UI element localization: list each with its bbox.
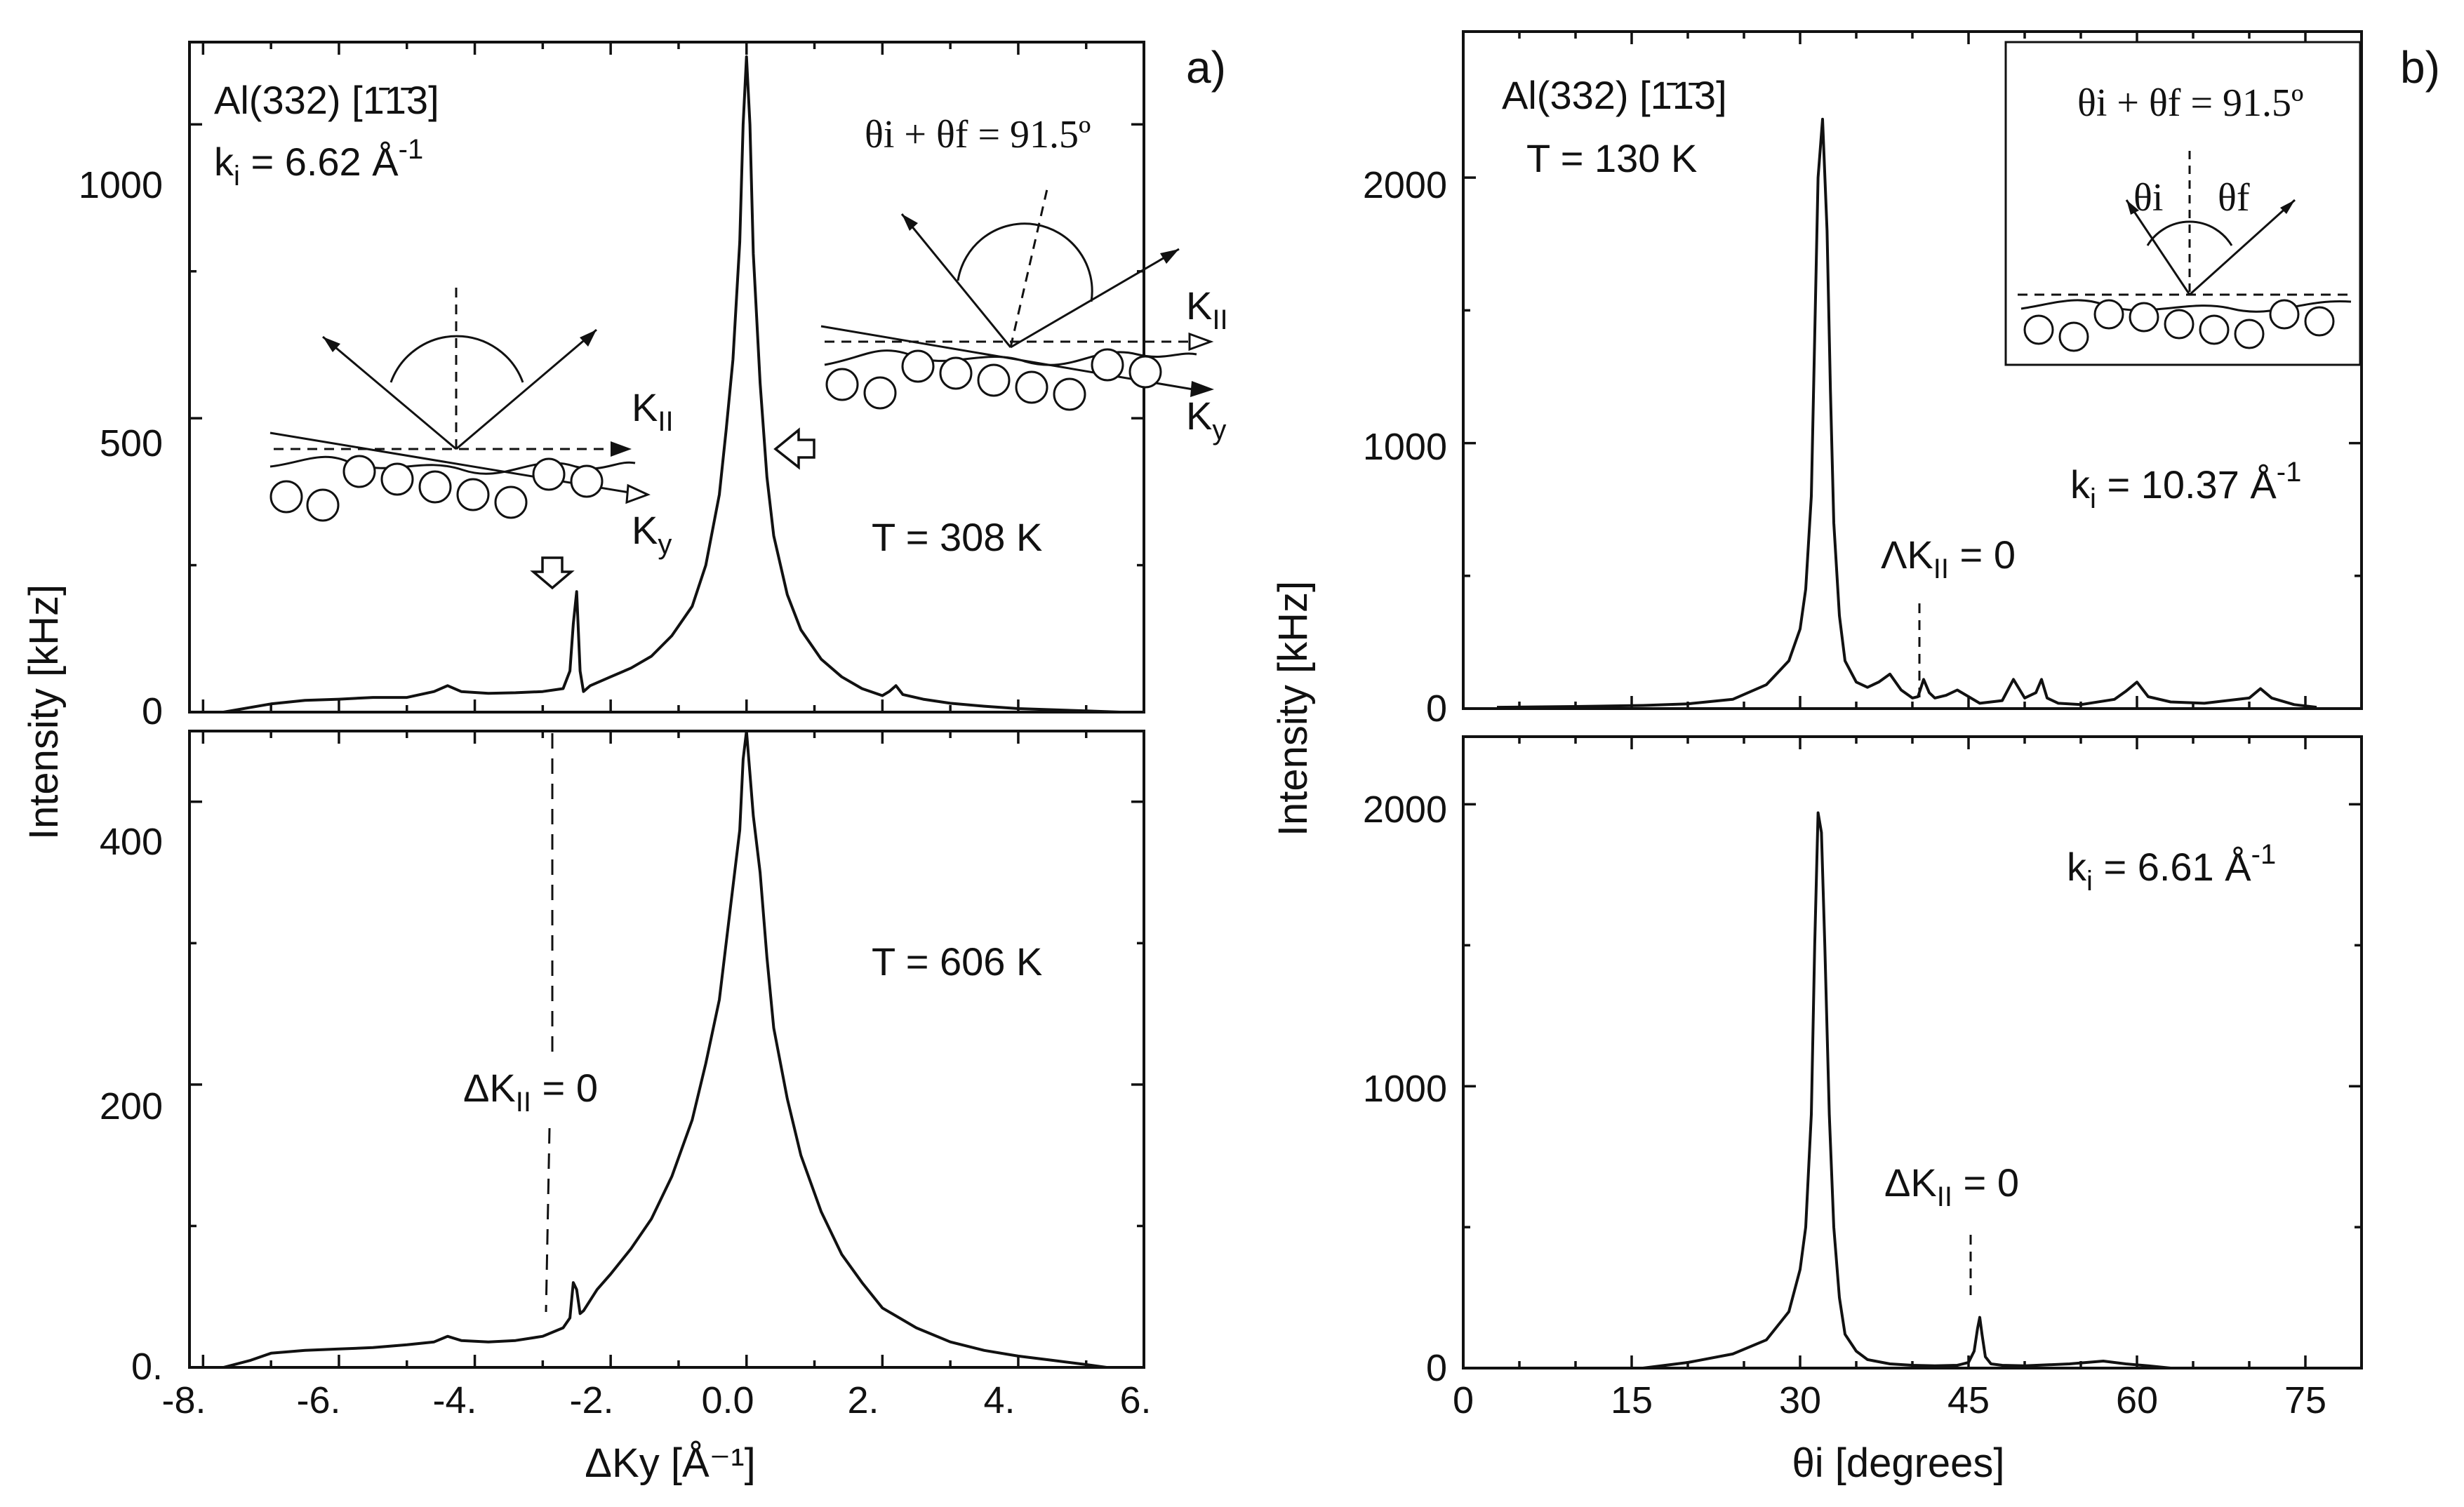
xtick-b-0: 0 bbox=[1453, 1379, 1474, 1421]
delta-k-label-b-top: ΛKII = 0 bbox=[1881, 533, 2016, 584]
theta-f-label: θf bbox=[2218, 176, 2250, 220]
k-parallel-label-right: KII bbox=[1186, 283, 1228, 335]
ki-label-b-bottom: ki = 6.61 Å-1 bbox=[2067, 839, 2276, 897]
theta-i-label: θi bbox=[2133, 176, 2163, 220]
xtick-b-60: 60 bbox=[2116, 1379, 2158, 1421]
series-line-b-bottom bbox=[1642, 811, 2171, 1369]
ylabel-b: Intensity [kHz] bbox=[1270, 581, 1316, 836]
ytick-b-bottom-0: 0 bbox=[1426, 1347, 1447, 1389]
ytick-b-bottom-2000: 2000 bbox=[1363, 789, 1447, 831]
xlabel-a: ΔKy [Å⁻¹] bbox=[585, 1440, 755, 1486]
ytick-b-top-2000: 2000 bbox=[1363, 164, 1447, 206]
sample-label-b: Al(332) [1̄1̄3] bbox=[1502, 73, 1727, 117]
xtick-a-neg4: -4. bbox=[432, 1379, 477, 1421]
xtick-a-6: 6. bbox=[1119, 1379, 1151, 1421]
ytick-b-top-1000: 1000 bbox=[1363, 426, 1447, 468]
delta-k-label-b-bottom: ΔKII = 0 bbox=[1884, 1160, 2019, 1212]
temperature-b-top: T = 130 K bbox=[1526, 136, 1697, 180]
ytick-a-top-1000: 1000 bbox=[79, 164, 163, 206]
specular-dash-line-a-lower bbox=[545, 1127, 551, 1313]
angle-sum-label-a: θi + θf = 91.5º bbox=[865, 113, 1091, 156]
xtick-a-0: 0.0 bbox=[701, 1379, 754, 1421]
panel-b-label: b) bbox=[2400, 42, 2440, 93]
xtick-a-2: 2. bbox=[847, 1379, 879, 1421]
series-line-a-bottom bbox=[222, 730, 1107, 1369]
ytick-b-top-0: 0 bbox=[1426, 688, 1447, 730]
frame-b-bottom bbox=[1462, 735, 2363, 1369]
left-arrow-marker-icon bbox=[773, 427, 815, 470]
ytick-b-bottom-1000: 1000 bbox=[1363, 1068, 1447, 1110]
xtick-b-45: 45 bbox=[1947, 1379, 1990, 1421]
xtick-a-neg2: -2. bbox=[569, 1379, 613, 1421]
k-y-label-right: Ky bbox=[1186, 394, 1226, 446]
xtick-a-neg6: -6. bbox=[296, 1379, 340, 1421]
scattering-diagram-b: θi + θf = 91.5º θi θf bbox=[2004, 41, 2362, 366]
ki-label-b-top: ki = 10.37 Å-1 bbox=[2070, 457, 2301, 514]
ytick-a-top-500: 500 bbox=[100, 422, 163, 464]
panel-a: 0 500 1000 0. 200 400 -8. -6. -4. -2. 0.… bbox=[21, 41, 1228, 1486]
xtick-b-30: 30 bbox=[1779, 1379, 1821, 1421]
xtick-b-75: 75 bbox=[2284, 1379, 2326, 1421]
frame-a-bottom bbox=[188, 730, 1145, 1369]
temperature-a-top: T = 308 K bbox=[872, 515, 1042, 559]
ytick-a-bottom-200: 200 bbox=[100, 1085, 163, 1127]
scattering-diagram-left: KII Ky bbox=[269, 288, 674, 560]
delta-k-label-a: ΔKII = 0 bbox=[463, 1066, 598, 1118]
scattering-diagram-right: KII Ky bbox=[820, 189, 1228, 446]
series-line-a-top bbox=[223, 55, 1121, 714]
sample-label-a: Al(332) [1̄1̄3] bbox=[214, 78, 439, 122]
ytick-a-top-0: 0 bbox=[142, 690, 163, 732]
panel-b: 0 1000 2000 0 1000 2000 0 15 30 45 60 75… bbox=[1270, 30, 2440, 1486]
ki-label-a: ki = 6.62 Å-1 bbox=[214, 134, 423, 192]
ytick-a-bottom-0: 0. bbox=[131, 1346, 163, 1388]
k-parallel-label-left: KII bbox=[632, 385, 674, 437]
ticks-a bbox=[189, 42, 1144, 1369]
angle-sum-label-b: θi + θf = 91.5º bbox=[2077, 81, 2303, 125]
ytick-a-bottom-400: 400 bbox=[100, 821, 163, 863]
ylabel-a: Intensity [kHz] bbox=[21, 584, 67, 840]
xtick-a-neg8: -8. bbox=[161, 1379, 206, 1421]
xlabel-b: θi [degrees] bbox=[1792, 1440, 2004, 1486]
series-line-b-top bbox=[1496, 117, 2317, 709]
panel-a-label: a) bbox=[1186, 42, 1226, 93]
k-y-label-left: Ky bbox=[632, 508, 672, 560]
xtick-b-15: 15 bbox=[1611, 1379, 1653, 1421]
down-arrow-marker-icon bbox=[530, 556, 575, 590]
xtick-a-4: 4. bbox=[983, 1379, 1015, 1421]
temperature-a-bottom: T = 606 K bbox=[872, 939, 1042, 984]
